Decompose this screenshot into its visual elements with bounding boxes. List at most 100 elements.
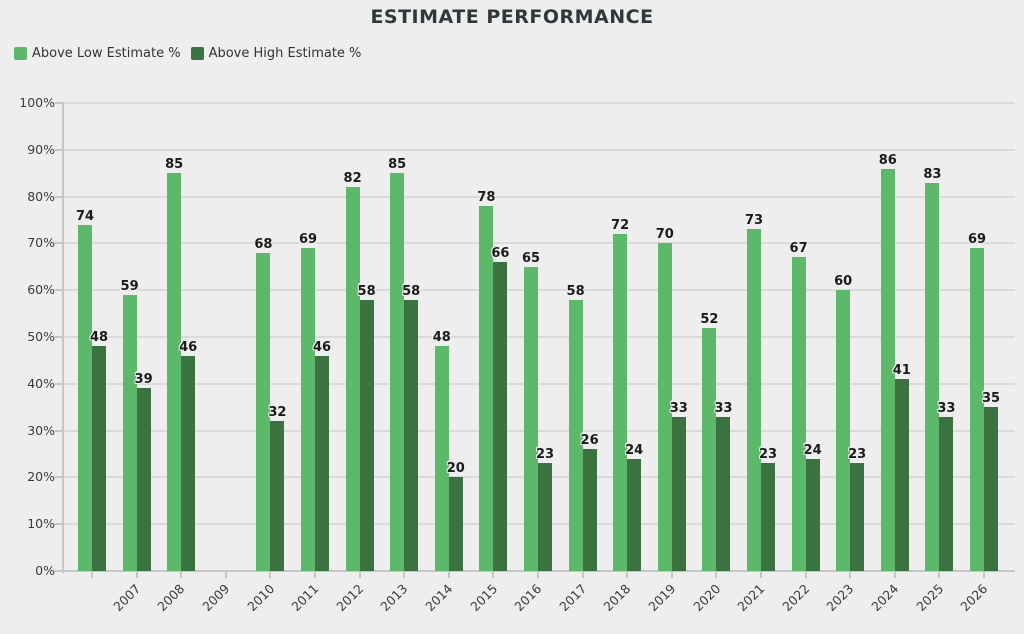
y-axis-line	[62, 103, 64, 573]
bar-above-high	[671, 416, 686, 571]
x-axis-label: 2010	[243, 581, 278, 615]
bar-above-low	[925, 182, 940, 571]
x-axis-label: 2013	[377, 581, 411, 615]
x-axis-tick	[804, 571, 807, 578]
x-axis-label: 2020	[689, 581, 724, 615]
bar-value-label: 58	[566, 283, 585, 299]
bar-above-low	[970, 248, 984, 571]
y-axis-tick	[55, 476, 63, 479]
bar-above-low	[479, 205, 494, 571]
x-axis-tick	[314, 571, 316, 578]
bar-value-label: 69	[967, 232, 987, 248]
bar-above-high	[493, 262, 508, 571]
bar-value-label: 65	[521, 250, 541, 266]
bar-above-high	[939, 416, 954, 571]
legend-label-above-low: Above Low Estimate %	[32, 46, 181, 61]
bar-value-label: 82	[343, 171, 362, 187]
y-axis-label: 80%	[27, 188, 55, 204]
bar-value-label: 33	[714, 400, 733, 416]
bar-above-high	[92, 346, 106, 571]
x-axis-label: 2023	[823, 581, 857, 615]
bar-value-label: 41	[892, 363, 911, 379]
x-axis-tick	[224, 571, 227, 578]
x-axis-label: 2015	[466, 581, 501, 615]
x-axis-tick	[91, 571, 93, 578]
bar-above-low	[390, 173, 405, 571]
x-axis-tick	[180, 571, 183, 578]
bar-value-label: 24	[803, 442, 822, 458]
bar-above-low	[702, 327, 717, 571]
x-axis-tick	[403, 571, 406, 578]
bar-above-low	[122, 294, 137, 571]
bar-above-high	[805, 458, 820, 571]
bar-value-label: 73	[744, 213, 764, 229]
legend: Above Low Estimate % Above High Estimate…	[14, 47, 361, 60]
bar-value-label: 48	[432, 330, 451, 346]
bar-value-label: 68	[254, 236, 273, 252]
bar-value-label: 59	[120, 278, 139, 294]
y-axis-label: 30%	[27, 422, 55, 438]
legend-item-above-high[interactable]: Above High Estimate %	[190, 46, 362, 61]
bar-value-label: 86	[878, 152, 897, 168]
bar-value-label: 24	[625, 442, 644, 458]
bar-above-low	[524, 266, 538, 571]
x-axis-label: 2022	[779, 581, 813, 615]
y-axis-label: 60%	[27, 282, 55, 298]
bar-value-label: 39	[134, 372, 153, 388]
x-axis-tick	[938, 571, 941, 578]
bar-above-low	[345, 187, 360, 571]
gridline	[63, 242, 1015, 245]
bar-value-label: 33	[937, 400, 956, 416]
x-axis-tick	[269, 571, 272, 578]
x-axis-label: 2019	[645, 581, 679, 615]
y-axis-tick	[55, 336, 63, 338]
bar-above-high	[894, 379, 909, 571]
x-axis-tick	[492, 571, 495, 578]
x-axis-label: 2014	[422, 581, 456, 615]
legend-item-above-low[interactable]: Above Low Estimate %	[14, 47, 181, 60]
y-axis-tick	[55, 429, 63, 432]
bar-above-low	[167, 173, 182, 571]
bar-value-label: 69	[298, 232, 318, 248]
bar-value-label: 67	[789, 241, 808, 257]
y-axis-label: 0%	[35, 563, 55, 578]
bar-above-high	[716, 416, 731, 571]
x-axis-label: 2012	[333, 581, 367, 615]
x-axis-label: 2009	[199, 581, 233, 615]
bar-above-high	[359, 299, 374, 571]
y-axis-tick	[55, 102, 63, 104]
bar-above-low	[613, 234, 628, 571]
bar-value-label: 85	[388, 157, 407, 173]
y-axis-label: 40%	[27, 375, 55, 391]
x-axis-label: 2021	[734, 581, 768, 615]
bar-value-label: 83	[923, 166, 942, 182]
bar-value-label: 32	[268, 405, 287, 421]
y-axis-tick	[55, 382, 63, 385]
x-axis-label: 2018	[600, 581, 634, 615]
y-axis-label: 70%	[27, 235, 55, 251]
bar-above-high	[404, 299, 419, 571]
y-axis-tick	[55, 195, 63, 198]
legend-label-above-high: Above High Estimate %	[208, 46, 362, 61]
gridline	[63, 289, 1015, 292]
bar-above-high	[850, 463, 865, 571]
x-axis-tick	[626, 571, 629, 578]
y-axis-label: 100%	[19, 95, 55, 110]
bar-value-label: 66	[491, 246, 510, 262]
bar-above-high	[315, 355, 329, 571]
x-axis-label: 2008	[154, 581, 188, 615]
bar-value-label: 58	[357, 283, 376, 299]
y-axis-label: 10%	[27, 516, 55, 532]
legend-swatch-high-icon	[190, 47, 204, 60]
plot-area: 0% 10% 20% 30% 40% 50% 60% 70% 80% 90% 100% 74 48 200…	[19, 95, 1015, 614]
chart-title: ESTIMATE PERFORMANCE	[370, 6, 654, 28]
x-axis-tick	[581, 571, 584, 578]
bar-value-label: 78	[477, 189, 496, 205]
bar-value-label: 20	[446, 461, 465, 477]
x-axis-tick	[893, 571, 896, 578]
x-axis-tick	[358, 571, 361, 578]
gridline	[63, 429, 1015, 432]
bar-value-label: 60	[834, 274, 853, 290]
gridline	[63, 382, 1015, 385]
